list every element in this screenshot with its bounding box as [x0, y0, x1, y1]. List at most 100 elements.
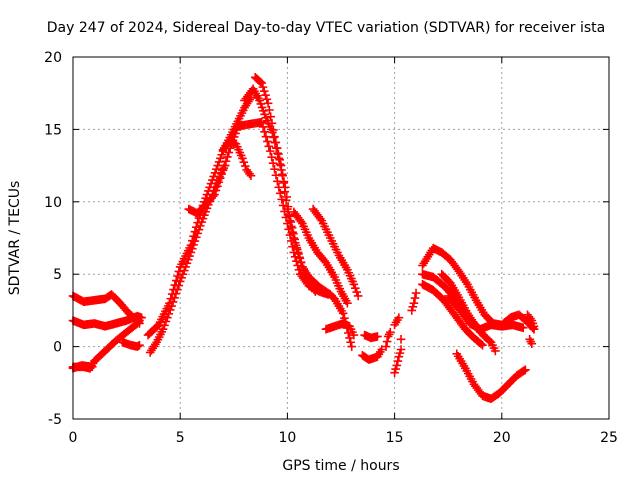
x-tick-label: 20	[493, 430, 511, 446]
data-point	[270, 164, 279, 174]
data-point	[187, 236, 197, 246]
data-point	[269, 133, 278, 142]
data-point	[267, 152, 276, 162]
x-tick-label: 0	[69, 430, 78, 446]
y-tick-label: -5	[48, 412, 62, 428]
data-point	[290, 235, 299, 244]
data-point	[286, 217, 296, 227]
data-point	[278, 171, 287, 181]
data-point	[239, 157, 249, 167]
data-point	[158, 324, 168, 334]
data-point	[206, 179, 216, 188]
data-point	[478, 340, 487, 350]
data-point	[273, 148, 282, 158]
data-point	[255, 96, 264, 105]
data-point	[166, 294, 176, 303]
data-series	[68, 72, 539, 404]
data-point	[275, 189, 285, 198]
series-arc-14	[321, 319, 359, 340]
data-point	[279, 177, 289, 186]
series-arc-27	[523, 310, 539, 334]
data-point	[189, 231, 198, 241]
data-point	[296, 258, 306, 267]
data-point	[518, 323, 528, 333]
data-point	[208, 175, 217, 185]
series-arc-28	[525, 335, 537, 349]
series-arc-19	[390, 313, 404, 330]
series-arc-21	[418, 243, 539, 334]
data-point	[169, 285, 178, 294]
data-point	[391, 364, 400, 374]
grid	[73, 57, 609, 419]
data-point	[214, 177, 224, 187]
data-point	[190, 227, 200, 236]
data-point	[224, 148, 234, 157]
data-point	[204, 186, 213, 196]
data-point	[202, 190, 212, 199]
data-point	[231, 129, 240, 138]
data-point	[291, 240, 301, 250]
data-point	[338, 308, 348, 318]
data-point	[283, 202, 293, 211]
series-arc-11	[218, 136, 256, 181]
data-point	[278, 201, 288, 210]
series-arc-22	[418, 280, 487, 350]
data-point	[349, 280, 359, 289]
data-point	[346, 337, 355, 347]
data-point	[392, 361, 402, 370]
data-point	[240, 161, 250, 171]
data-point	[167, 289, 177, 299]
data-point	[213, 161, 223, 170]
y-tick-label: 0	[53, 340, 62, 356]
data-point	[270, 138, 280, 148]
data-point	[271, 170, 281, 180]
x-tick-label: 10	[278, 430, 296, 446]
data-point	[268, 158, 278, 168]
data-point	[275, 159, 285, 169]
data-point	[213, 182, 222, 191]
data-point	[258, 82, 268, 92]
series-arc-16	[360, 330, 382, 343]
data-point	[256, 99, 266, 109]
data-point	[529, 324, 539, 334]
series-arc-9	[250, 72, 357, 351]
data-point	[295, 253, 305, 263]
data-point	[284, 210, 293, 220]
data-point	[395, 348, 405, 358]
data-point	[408, 302, 418, 312]
data-point	[259, 86, 269, 96]
data-point	[256, 77, 265, 87]
data-point	[259, 106, 268, 116]
data-point	[394, 313, 404, 322]
x-tick-label: 15	[386, 430, 404, 446]
data-point	[271, 143, 281, 153]
data-point	[186, 240, 196, 250]
data-point	[210, 190, 219, 199]
chart-title: Day 247 of 2024, Sidereal Day-to-day VTE…	[47, 20, 605, 36]
data-point	[210, 168, 220, 178]
data-point	[476, 339, 486, 349]
data-point	[173, 271, 182, 281]
data-point	[179, 266, 189, 275]
data-point	[246, 171, 256, 181]
data-point	[135, 316, 144, 325]
series-arc-12	[289, 207, 352, 308]
series-arc-10	[240, 84, 320, 296]
data-point	[396, 335, 406, 344]
data-point	[527, 339, 537, 349]
data-point	[282, 192, 291, 202]
series-arc-25	[443, 291, 528, 334]
data-point	[280, 183, 290, 192]
data-point	[268, 127, 277, 137]
series-arc-6	[145, 161, 230, 357]
data-point	[353, 291, 363, 301]
data-point	[163, 313, 172, 322]
data-point	[262, 94, 272, 104]
data-point	[349, 330, 359, 340]
data-point	[263, 137, 272, 146]
data-point	[191, 222, 201, 232]
data-point	[205, 183, 214, 192]
data-point	[407, 306, 417, 315]
data-point	[217, 169, 226, 179]
series-arc-20	[407, 288, 421, 315]
